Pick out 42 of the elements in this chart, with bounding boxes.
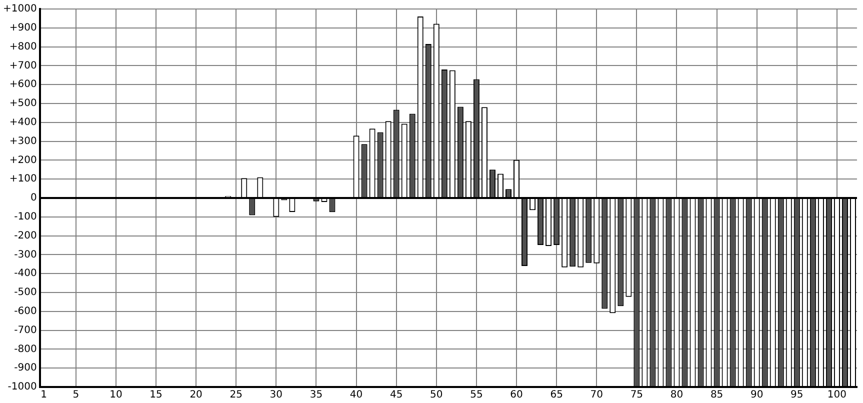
- y-tick-label: -900: [14, 362, 37, 374]
- x-tick-label: 5: [72, 390, 80, 401]
- x-tick-label: 20: [190, 390, 202, 401]
- x-tick-label: 35: [310, 390, 323, 401]
- y-tick-label: -300: [14, 249, 37, 260]
- y-tick-label: +300: [9, 136, 37, 147]
- x-tick-label: 75: [630, 390, 644, 401]
- x-tick-label: 60: [510, 390, 523, 401]
- x-tick-label: 100: [827, 390, 847, 401]
- x-tick-label: 25: [230, 390, 242, 401]
- y-tick-label: -100: [14, 211, 37, 222]
- y-tick-label: -200: [14, 230, 37, 242]
- x-tick-label: 55: [470, 390, 483, 401]
- y-tick-label: +800: [9, 41, 37, 52]
- y-tick-label: -700: [14, 324, 37, 336]
- y-tick-label: -500: [14, 287, 37, 298]
- x-tick-label: 1: [40, 390, 48, 401]
- y-tick-label: 0: [30, 192, 37, 204]
- y-tick-label: -400: [14, 268, 37, 280]
- y-tick-label: +200: [9, 154, 37, 166]
- x-tick-label: 45: [390, 390, 403, 401]
- y-tick-label: +1000: [3, 4, 37, 15]
- x-tick-label: 70: [590, 390, 603, 401]
- x-tick-label: 85: [710, 390, 724, 401]
- x-tick-label: 50: [430, 390, 443, 401]
- y-tick-label: -600: [14, 306, 37, 317]
- x-tick-label: 30: [270, 390, 283, 401]
- y-tick-label: +400: [9, 116, 37, 128]
- y-tick-label: +900: [9, 22, 37, 34]
- x-tick-label: 40: [350, 390, 363, 401]
- y-tick-label: +100: [9, 174, 37, 185]
- x-tick-label: 90: [750, 390, 764, 401]
- y-tick-label: +700: [9, 60, 37, 72]
- x-tick-label: 80: [670, 390, 684, 401]
- x-tick-label: 10: [110, 390, 122, 401]
- x-tick-label: 65: [550, 390, 563, 401]
- y-tick-label: -800: [14, 344, 37, 355]
- x-tick-label: 95: [790, 390, 804, 401]
- y-tick-label: -1000: [8, 382, 37, 393]
- x-tick-label: 15: [150, 390, 162, 401]
- y-tick-label: +600: [9, 79, 37, 90]
- y-tick-label: +500: [9, 98, 37, 110]
